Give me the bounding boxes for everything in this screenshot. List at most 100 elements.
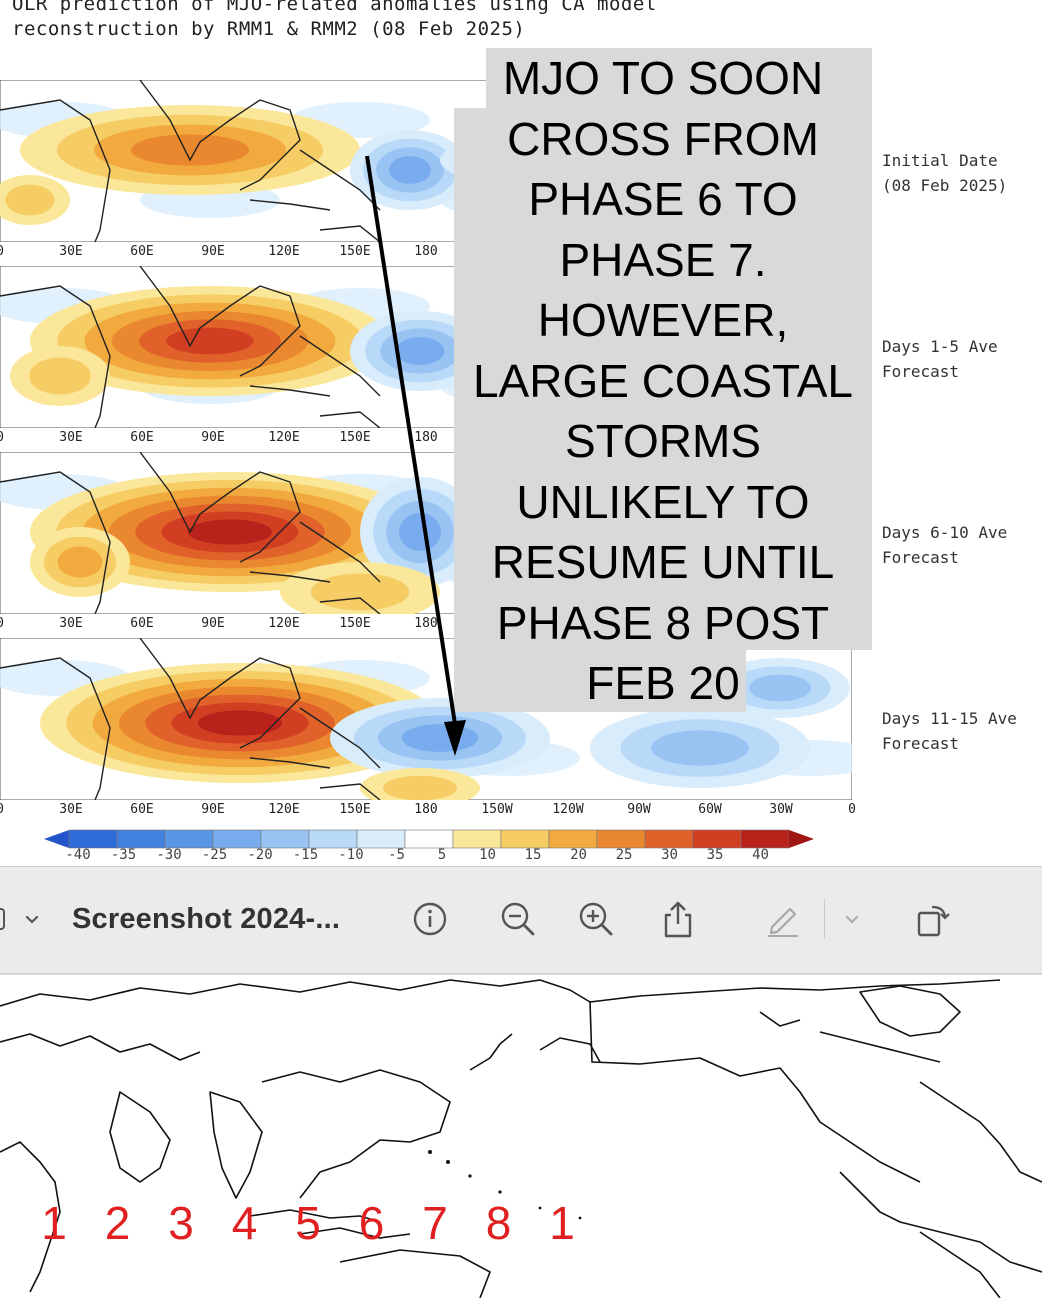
colorbar-tick-label: 35 <box>706 847 724 863</box>
colorbar-tick-label: -15 <box>292 847 319 863</box>
chart-title: OLR prediction of MJO-related anomalies … <box>12 0 657 40</box>
longitude-tick: 90E <box>201 802 225 817</box>
negative-anomaly-contour <box>748 674 812 702</box>
longitude-tick: 90W <box>627 802 651 817</box>
mjo-phase-number: 8 <box>485 1197 512 1249</box>
annotation-text: MJO TO SOON CROSS FROM PHASE 6 TO PHASE … <box>472 52 854 709</box>
longitude-tick: 90E <box>201 244 225 259</box>
colorbar-max-arrow <box>789 830 814 848</box>
longitude-tick: 60E <box>130 244 154 259</box>
panel-label-days-1-5: Days 1-5 Ave Forecast <box>882 337 998 381</box>
negative-anomaly-contour <box>651 730 749 766</box>
colorbar-swatch <box>500 829 550 849</box>
zoom-in-icon[interactable] <box>574 899 618 939</box>
longitude-tick: 150W <box>481 802 513 817</box>
colorbar-swatch <box>740 829 790 849</box>
mjo-phase-number: 1 <box>549 1197 575 1249</box>
positive-anomaly-contour <box>166 327 254 355</box>
mjo-phase-number: 5 <box>295 1197 321 1249</box>
colorbar-tick-label: 40 <box>752 847 769 863</box>
longitude-tick: 90E <box>201 430 225 445</box>
coastline <box>0 80 381 242</box>
negative-anomaly-contour <box>389 156 431 184</box>
sidebar-icon[interactable] <box>0 899 8 939</box>
mjo-phase-number: 2 <box>104 1197 131 1249</box>
mjo-phase-number: 3 <box>168 1197 194 1249</box>
toolbar-divider <box>822 899 826 939</box>
longitude-tick: 120E <box>268 244 300 259</box>
colorbar-tick-label: -5 <box>388 847 405 863</box>
longitude-tick: 30W <box>769 802 793 817</box>
longitude-axis: 0 30E 60E 90E 120E 150E 180 <box>0 430 860 450</box>
mjo-phase-number: 7 <box>422 1197 448 1249</box>
longitude-tick: 30E <box>59 802 83 817</box>
negative-anomaly-contour <box>401 724 479 752</box>
panel-label-days-11-15: Days 11-15 Ave Forecast <box>882 709 1017 753</box>
longitude-tick: 0 <box>0 244 4 259</box>
longitude-tick: 60E <box>130 430 154 445</box>
colorbar-swatch <box>164 829 214 849</box>
share-icon[interactable] <box>656 899 700 939</box>
chevron-down-icon[interactable] <box>20 899 44 939</box>
longitude-tick: 180 <box>414 802 438 817</box>
coastline <box>0 638 381 800</box>
longitude-axis: 0 30E 60E 90E 120E 150E 180 150W 120W 90W 60W 30W 0 <box>0 802 860 822</box>
longitude-tick: 60E <box>130 802 154 817</box>
colorbar-min-arrow <box>44 830 69 848</box>
longitude-tick: 180 <box>414 616 438 631</box>
colorbar-tick-label: 5 <box>437 847 447 863</box>
longitude-tick: 30E <box>59 430 83 445</box>
colorbar-swatch <box>356 829 406 849</box>
coastline <box>0 452 381 614</box>
colorbar-tick-label: -20 <box>247 847 273 863</box>
positive-anomaly-contour <box>197 710 283 736</box>
markup-chevron-down-icon[interactable] <box>840 899 864 939</box>
longitude-tick: 120E <box>268 430 300 445</box>
positive-anomaly-contour <box>130 134 250 166</box>
mjo-phase-number: 1 <box>41 1197 67 1249</box>
positive-anomaly-contour <box>29 357 91 395</box>
positive-anomaly-contour <box>57 546 103 578</box>
colorbar-swatch <box>260 829 310 849</box>
info-icon[interactable] <box>408 899 452 939</box>
longitude-tick: 120W <box>552 802 584 817</box>
annotation-box: MJO TO SOON CROSS FROM PHASE 6 TO PHASE … <box>454 48 872 714</box>
longitude-tick: 120E <box>268 802 300 817</box>
longitude-tick: 0 <box>0 802 4 817</box>
colorbar-swatch <box>548 829 598 849</box>
longitude-tick: 150E <box>339 802 371 817</box>
mjo-phase-number: 6 <box>358 1197 385 1249</box>
colorbar-tick-label: 20 <box>570 847 587 863</box>
positive-anomaly-contour <box>5 184 55 216</box>
world-outline-map <box>0 979 1042 1298</box>
longitude-tick: 30E <box>59 244 83 259</box>
longitude-tick: 0 <box>0 616 4 631</box>
colorbar-swatch <box>404 829 454 849</box>
colorbar-tick-label: -40 <box>65 847 91 863</box>
colorbar-tick-label: -25 <box>201 847 228 863</box>
longitude-tick: 90E <box>201 616 225 631</box>
colorbar-swatch <box>68 829 118 849</box>
panel-label-initial: Initial Date (08 Feb 2025) <box>882 151 1008 195</box>
colorbar-ticks: -40 -35 -30 -25 -20 -15 -10 -5 5 10 15 20 25 30 35 40 <box>65 847 790 865</box>
longitude-tick: 120E <box>268 616 300 631</box>
longitude-tick: 180 <box>414 244 438 259</box>
colorbar-tick-label: -35 <box>110 847 137 863</box>
colorbar-swatch <box>308 829 358 849</box>
coastline <box>0 266 381 428</box>
zoom-out-icon[interactable] <box>496 899 540 939</box>
rotate-icon[interactable] <box>910 899 954 939</box>
markup-pen-icon[interactable] <box>760 899 804 939</box>
colorbar <box>44 829 814 849</box>
negative-anomaly-contour <box>395 337 445 365</box>
colorbar-swatch <box>452 829 502 849</box>
colorbar-tick-label: 30 <box>661 847 678 863</box>
longitude-tick: 30E <box>59 616 83 631</box>
longitude-tick: 150E <box>339 244 371 259</box>
document-title[interactable]: Screenshot 2024-... <box>72 903 341 935</box>
olr-panel-4 <box>0 638 852 800</box>
longitude-tick: 0 <box>0 430 4 445</box>
mjo-phase-number: 4 <box>231 1197 258 1249</box>
longitude-tick: 60E <box>130 616 154 631</box>
